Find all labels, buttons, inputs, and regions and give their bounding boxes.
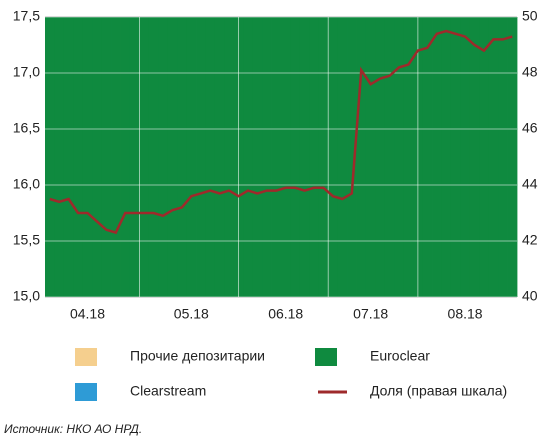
bar-segment bbox=[224, 17, 235, 297]
legend-swatch bbox=[75, 348, 97, 366]
bar-segment bbox=[120, 17, 131, 297]
bar-segment bbox=[450, 17, 461, 297]
bar-segment bbox=[148, 17, 159, 297]
y2-tick-label: 50 bbox=[522, 8, 538, 24]
legend-label: Прочие депозитарии bbox=[130, 348, 265, 364]
bar-segment bbox=[167, 17, 178, 297]
bar-segment bbox=[507, 17, 518, 297]
source-note: Источник: НКО АО НРД. bbox=[4, 422, 142, 436]
bar-segment bbox=[347, 17, 357, 297]
bar-segment bbox=[403, 17, 414, 297]
bar-segment bbox=[271, 17, 282, 297]
y2-tick-label: 42 bbox=[522, 232, 538, 248]
y2-tick-label: 46 bbox=[522, 120, 538, 136]
bar-segment bbox=[318, 17, 329, 297]
bar-segment bbox=[73, 17, 84, 297]
bar-segment bbox=[139, 17, 150, 297]
bar-segment bbox=[299, 17, 310, 297]
bar-segment bbox=[158, 17, 169, 297]
bar-segment bbox=[243, 17, 254, 297]
legend-swatch bbox=[75, 383, 97, 401]
y2-tick-label: 44 bbox=[522, 176, 538, 192]
legend-label: Доля (правая шкала) bbox=[370, 383, 507, 399]
bar-segment bbox=[214, 17, 225, 297]
y-tick-label: 15,0 bbox=[13, 288, 40, 304]
bar-segment bbox=[309, 17, 320, 297]
x-tick-label: 04.18 bbox=[70, 306, 105, 322]
bar-segment bbox=[469, 17, 480, 297]
bar-segment bbox=[356, 17, 367, 297]
bar-segment bbox=[337, 17, 348, 297]
bar-segment bbox=[129, 17, 140, 297]
bar-segment bbox=[205, 17, 216, 297]
x-tick-label: 07.18 bbox=[353, 306, 388, 322]
bar-segment bbox=[101, 17, 112, 297]
bar-segment bbox=[54, 17, 65, 297]
bar-segment bbox=[196, 17, 206, 297]
y2-tick-label: 40 bbox=[522, 288, 538, 304]
x-tick-label: 06.18 bbox=[268, 306, 303, 322]
bar-segment bbox=[177, 17, 187, 297]
bar-segment bbox=[186, 17, 197, 297]
x-tick-label: 05.18 bbox=[174, 306, 209, 322]
legend-label: Euroclear bbox=[370, 348, 430, 364]
bar-segment bbox=[498, 17, 508, 297]
bar-segment bbox=[328, 17, 339, 297]
bar-segment bbox=[479, 17, 490, 297]
bar-segment bbox=[488, 17, 499, 297]
y-tick-label: 17,0 bbox=[13, 64, 40, 80]
y2-tick-label: 48 bbox=[522, 64, 538, 80]
share-line bbox=[49, 29, 513, 235]
y-tick-label: 16,5 bbox=[13, 120, 40, 136]
bar-segment bbox=[252, 17, 263, 297]
x-tick-label: 08.18 bbox=[448, 306, 483, 322]
bar-segment bbox=[384, 17, 395, 297]
bar-segment bbox=[262, 17, 272, 297]
y-tick-label: 17,5 bbox=[13, 8, 40, 24]
bar-segment bbox=[45, 17, 55, 297]
bar-segment bbox=[365, 17, 376, 297]
bar-segment bbox=[290, 17, 301, 297]
bar-segment bbox=[441, 17, 452, 297]
legend-swatch bbox=[315, 348, 337, 366]
legend-label: Clearstream bbox=[130, 383, 206, 399]
bar-segment bbox=[63, 17, 74, 297]
bar-segment bbox=[432, 17, 442, 297]
bar-segment bbox=[375, 17, 386, 297]
y-tick-label: 16,0 bbox=[13, 176, 40, 192]
bar-segment bbox=[394, 17, 405, 297]
bar-segment bbox=[460, 17, 471, 297]
bar-segment bbox=[111, 17, 121, 297]
bar-segment bbox=[92, 17, 103, 297]
bar-segment bbox=[82, 17, 93, 297]
bar-segment bbox=[281, 17, 291, 297]
bar-segment bbox=[422, 17, 433, 297]
y-tick-label: 15,5 bbox=[13, 232, 40, 248]
